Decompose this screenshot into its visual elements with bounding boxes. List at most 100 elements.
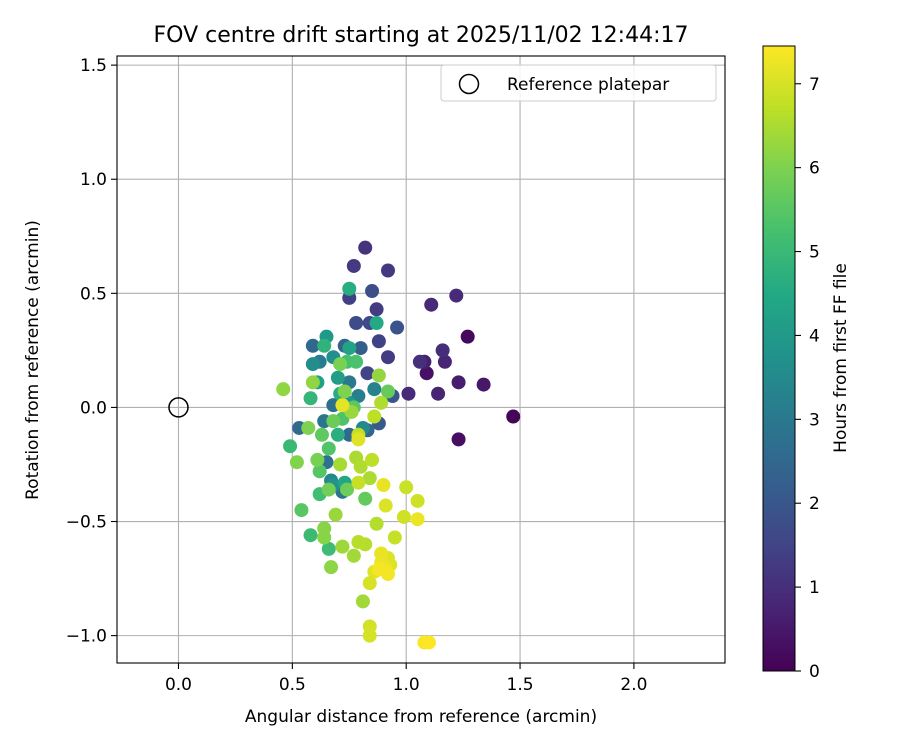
scatter-point [401,386,416,401]
y-tick-label: −0.5 [66,513,107,533]
scatter-point [424,297,439,312]
scatter-point [410,512,425,527]
scatter-point [303,391,318,406]
colorbar-gradient [762,45,796,672]
scatter-point [451,375,466,390]
scatter-point [317,338,332,353]
colorbar-tick-label: 1 [809,578,820,598]
x-tick-label: 2.0 [620,675,647,695]
reference-marker-group [168,397,189,418]
scatter-point [367,409,382,424]
scatter-point [421,635,436,650]
scatter-point [360,366,375,381]
scatter-point [301,420,316,435]
scatter-point [312,464,327,479]
y-tick-label: −1.0 [66,627,107,647]
scatter-point [378,498,393,513]
chart-title: FOV centre drift starting at 2025/11/02 … [154,23,689,48]
scatter-point [362,576,377,591]
scatter-point [321,541,336,556]
scatter-point [367,382,382,397]
scatter-point [387,530,402,545]
scatter-point [310,452,325,467]
colorbar-ticks: 0 1 2 3 4 5 6 7 [795,75,820,682]
scatter-point [371,368,386,383]
scatter-point [305,357,320,372]
scatter-point [330,427,345,442]
scatter-point [410,493,425,508]
scatter-point [376,478,391,493]
colorbar-tick-label: 2 [809,494,820,514]
scatter-point [330,370,345,385]
colorbar-tick-label: 5 [809,243,820,263]
x-tick-label: 1.0 [393,675,420,695]
scatter-point [358,240,373,255]
scatter-point [305,375,320,390]
colorbar-tick-label: 6 [809,159,820,179]
scatter-point [346,258,361,273]
scatter-point [365,284,380,299]
scatter-point [369,516,384,531]
scatter-point [317,530,332,545]
scatter-point [339,482,354,497]
scatter-point [435,343,450,358]
scatter-point [349,315,364,330]
scatter-point [431,386,446,401]
scatter-point [353,341,368,356]
scatter-point [333,457,348,472]
colorbar-tick-label: 0 [809,662,820,682]
scatter-point [419,366,434,381]
y-tick-label: 0.0 [80,398,107,418]
colorbar-tick-label: 7 [809,75,820,95]
legend-box [440,64,717,102]
scatter-point [451,432,466,447]
scatter-point [276,382,291,397]
legend: Reference platepar [440,64,717,102]
scatter-point [353,459,368,474]
y-tick-label: 1.5 [80,56,107,76]
scatter-point [412,354,427,369]
scatter-point [335,398,350,413]
colorbar: 0 1 2 3 4 5 6 7 Hours from first FF file [762,45,851,682]
scatter-point [349,354,364,369]
reference-platepar-marker [168,397,189,418]
data-points [276,240,521,650]
y-axis-ticks: −1.0 −0.5 0.0 0.5 1.0 1.5 [66,56,117,647]
scatter-point [324,560,339,575]
scatter-point [362,628,377,643]
legend-marker-reference [458,73,480,95]
scatter-point [355,594,370,609]
scatter-point [380,350,395,365]
scatter-point [374,395,389,410]
scatter-point [337,384,352,399]
scatter-point [390,320,405,335]
scatter-point [333,357,348,372]
scatter-point [369,315,384,330]
scatter-point [346,548,361,563]
scatter-point [314,427,329,442]
scatter-point [399,480,414,495]
colorbar-label: Hours from first FF file [831,263,851,453]
legend-entry-reference: Reference platepar [507,75,669,95]
scatter-point [289,455,304,470]
scatter-point [321,441,336,456]
scatter-point [358,491,373,506]
scatter-point [351,432,366,447]
scatter-point [396,509,411,524]
x-axis-ticks: 0.0 0.5 1.0 1.5 2.0 [165,663,647,695]
scatter-point [476,377,491,392]
scatter-point [365,452,380,467]
scatter-point [328,507,343,522]
scatter-point [294,503,309,518]
plot-frame [116,55,726,664]
scatter-point [380,263,395,278]
scatter-point [506,409,521,424]
x-axis-label: Angular distance from reference (arcmin) [245,707,597,727]
scatter-point [283,439,298,454]
scatter-point [351,535,366,550]
x-tick-label: 0.0 [165,675,192,695]
colorbar-tick-label: 3 [809,410,820,430]
scatter-point [342,341,357,356]
scatter-point [342,281,357,296]
